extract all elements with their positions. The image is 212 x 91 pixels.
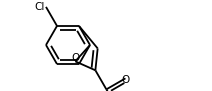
Text: O: O xyxy=(71,53,80,63)
Text: O: O xyxy=(121,75,130,85)
Text: Cl: Cl xyxy=(35,2,45,12)
